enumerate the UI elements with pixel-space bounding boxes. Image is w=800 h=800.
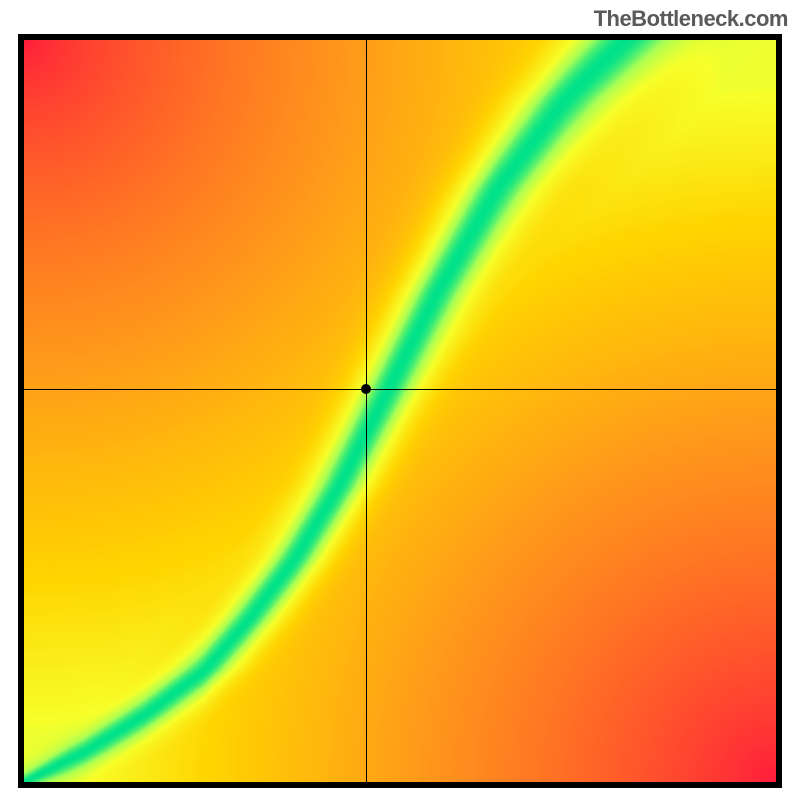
plot-frame — [18, 34, 782, 788]
crosshair-vertical — [366, 40, 367, 782]
watermark-text: TheBottleneck.com — [594, 6, 788, 32]
crosshair-horizontal — [24, 389, 776, 390]
heatmap-canvas — [24, 40, 776, 782]
marker-dot — [361, 384, 371, 394]
figure-container: TheBottleneck.com — [0, 0, 800, 800]
